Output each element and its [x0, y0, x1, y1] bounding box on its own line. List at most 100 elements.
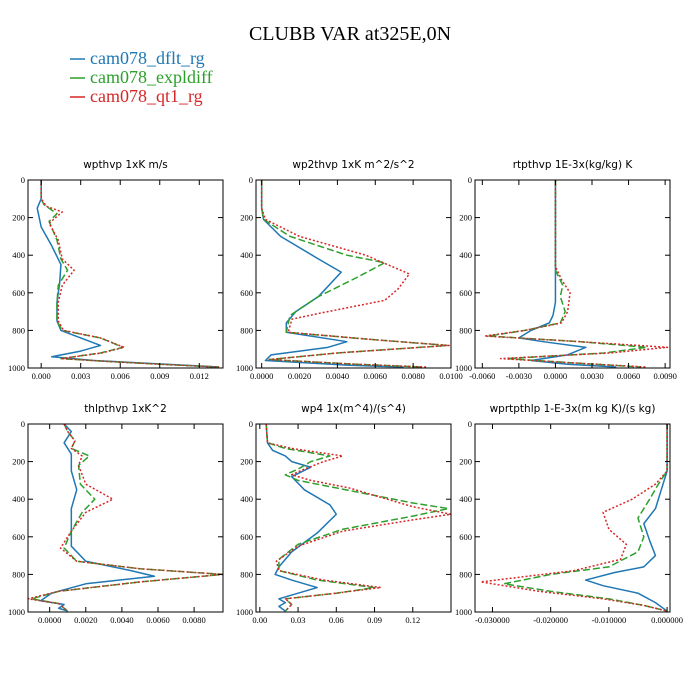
panel-series-4 — [265, 424, 451, 612]
ytick-label-1-0: 0 — [249, 175, 253, 185]
xtick-label-4-2: 0.06 — [329, 615, 344, 625]
ytick-label-5-3: 600 — [459, 532, 472, 542]
figure-title: CLUBB VAR at325E,0N — [249, 23, 451, 45]
ytick-label-5-4: 800 — [459, 569, 472, 579]
ytick-label-3-1: 200 — [12, 457, 25, 467]
ytick-label-5-0: 0 — [468, 419, 472, 429]
ytick-label-3-3: 600 — [12, 532, 25, 542]
xtick-label-0-3: 0.009 — [150, 371, 169, 381]
ytick-label-1-4: 800 — [240, 325, 253, 335]
xtick-label-1-5: 0.0100 — [439, 371, 462, 381]
series-line-2-2 — [484, 180, 669, 368]
ytick-label-0-3: 600 — [12, 288, 25, 298]
ytick-label-1-5: 1000 — [236, 363, 253, 373]
ytick-label-0-5: 1000 — [8, 363, 25, 373]
panel-title-1: wp2thvp 1xK m^2/s^2 — [292, 159, 414, 171]
xtick-label-0-0: 0.000 — [32, 371, 51, 381]
ytick-label-0-0: 0 — [21, 175, 25, 185]
ytick-label-4-0: 0 — [249, 419, 253, 429]
ytick-label-3-2: 400 — [12, 494, 25, 504]
ytick-label-4-5: 1000 — [236, 607, 253, 617]
ytick-label-2-4: 800 — [459, 325, 472, 335]
ytick-label-1-1: 200 — [240, 213, 253, 223]
series-line-1-0 — [260, 180, 404, 368]
ytick-label-4-3: 600 — [240, 532, 253, 542]
ytick-label-5-1: 200 — [459, 457, 472, 467]
ytick-label-0-1: 200 — [12, 213, 25, 223]
panel-series-2 — [484, 180, 669, 368]
legend: cam078_dflt_rg cam078_expldiff cam078_qt… — [70, 48, 213, 106]
xtick-label-4-0: 0.00 — [252, 615, 267, 625]
plot-frame-0 — [27, 179, 224, 369]
series-line-3-2 — [28, 424, 223, 612]
ytick-label-3-4: 800 — [12, 569, 25, 579]
xtick-label-2-1: -0.0030 — [506, 371, 532, 381]
ytick-label-3-0: 0 — [21, 419, 25, 429]
plot-frame-5 — [474, 423, 671, 613]
ytick-label-0-2: 400 — [12, 250, 25, 260]
xtick-label-4-1: 0.03 — [291, 615, 306, 625]
panel-title-0: wpthvp 1xK m/s — [83, 159, 168, 171]
ytick-label-1-2: 400 — [240, 250, 253, 260]
series-line-4-1 — [265, 424, 450, 612]
xtick-label-5-0: -0.030000 — [475, 615, 510, 625]
ytick-label-0-4: 800 — [12, 325, 25, 335]
xtick-label-1-2: 0.0040 — [326, 371, 349, 381]
xtick-label-0-4: 0.012 — [190, 371, 209, 381]
xtick-label-1-4: 0.0080 — [401, 371, 424, 381]
panel-1: wp2thvp 1xK m^2/s^2020040060080010000.00… — [236, 159, 463, 381]
series-line-3-0 — [39, 424, 156, 612]
xtick-label-3-3: 0.0060 — [146, 615, 169, 625]
ytick-label-2-2: 400 — [459, 250, 472, 260]
panel-2: rtpthvp 1E-3x(kg/kg) K02004006008001000-… — [455, 159, 677, 381]
ytick-label-2-0: 0 — [468, 175, 472, 185]
ytick-label-5-5: 1000 — [455, 607, 472, 617]
ytick-label-5-2: 400 — [459, 494, 472, 504]
xtick-label-0-2: 0.006 — [111, 371, 130, 381]
ytick-label-3-5: 1000 — [8, 607, 25, 617]
xtick-label-1-1: 0.0020 — [288, 371, 311, 381]
series-line-2-1 — [487, 180, 648, 368]
xtick-label-2-0: -0.0060 — [469, 371, 495, 381]
series-line-1-1 — [260, 180, 448, 368]
legend-entry-0: cam078_dflt_rg — [70, 48, 205, 68]
ytick-label-1-3: 600 — [240, 288, 253, 298]
series-line-4-2 — [265, 424, 451, 612]
legend-label-2: cam078_qt1_rg — [90, 86, 203, 106]
panel-4: wp4 1x(m^4)/(s^4) 0 200 400 600 800 10000.00 0.… — [236, 403, 452, 625]
series-line-5-2 — [480, 424, 668, 612]
legend-entry-1: cam078_expldiff — [70, 67, 213, 87]
panel-0: wpthvp 1xK m/s 0 200 400 600 800 1000 0.000 0.00… — [8, 159, 224, 381]
panel-title-3: thlpthvp 1xK^2 — [84, 403, 167, 415]
panel-title-4: wp4 1x(m^4)/(s^4) — [301, 403, 406, 415]
panel-series-5 — [480, 424, 668, 612]
ytick-label-2-3: 600 — [459, 288, 472, 298]
xtick-label-5-2: -0.010000 — [592, 615, 627, 625]
ytick-label-2-5: 1000 — [455, 363, 472, 373]
series-line-4-0 — [265, 424, 338, 612]
xtick-label-0-1: 0.003 — [71, 371, 90, 381]
series-line-0-1 — [40, 180, 220, 368]
xtick-label-3-4: 0.0080 — [182, 615, 205, 625]
plot-frame-1 — [255, 179, 452, 369]
xtick-label-3-2: 0.0040 — [110, 615, 133, 625]
xtick-label-2-5: 0.0090 — [653, 371, 676, 381]
series-line-0-2 — [40, 180, 220, 368]
series-line-0-0 — [36, 180, 220, 368]
ytick-label-4-1: 200 — [240, 457, 253, 467]
legend-entry-2: cam078_qt1_rg — [70, 86, 203, 106]
xtick-label-3-0: 0.0000 — [38, 615, 61, 625]
xtick-label-2-4: 0.0060 — [617, 371, 640, 381]
plot-frame-2 — [474, 179, 671, 369]
xtick-label-1-0: 0.0000 — [250, 371, 273, 381]
panel-3: thlpthvp 1xK^2 0 200 400 600 800 1000 0.0000 0.0… — [8, 403, 224, 625]
panel-series-0 — [36, 180, 220, 368]
ytick-label-4-4: 800 — [240, 569, 253, 579]
xtick-label-5-1: -0.020000 — [533, 615, 568, 625]
ytick-label-2-1: 200 — [459, 213, 472, 223]
ytick-label-4-2: 400 — [240, 494, 253, 504]
panel-title-2: rtpthvp 1E-3x(kg/kg) K — [513, 159, 634, 171]
plot-frame-3 — [27, 423, 224, 613]
legend-label-0: cam078_dflt_rg — [90, 48, 205, 68]
